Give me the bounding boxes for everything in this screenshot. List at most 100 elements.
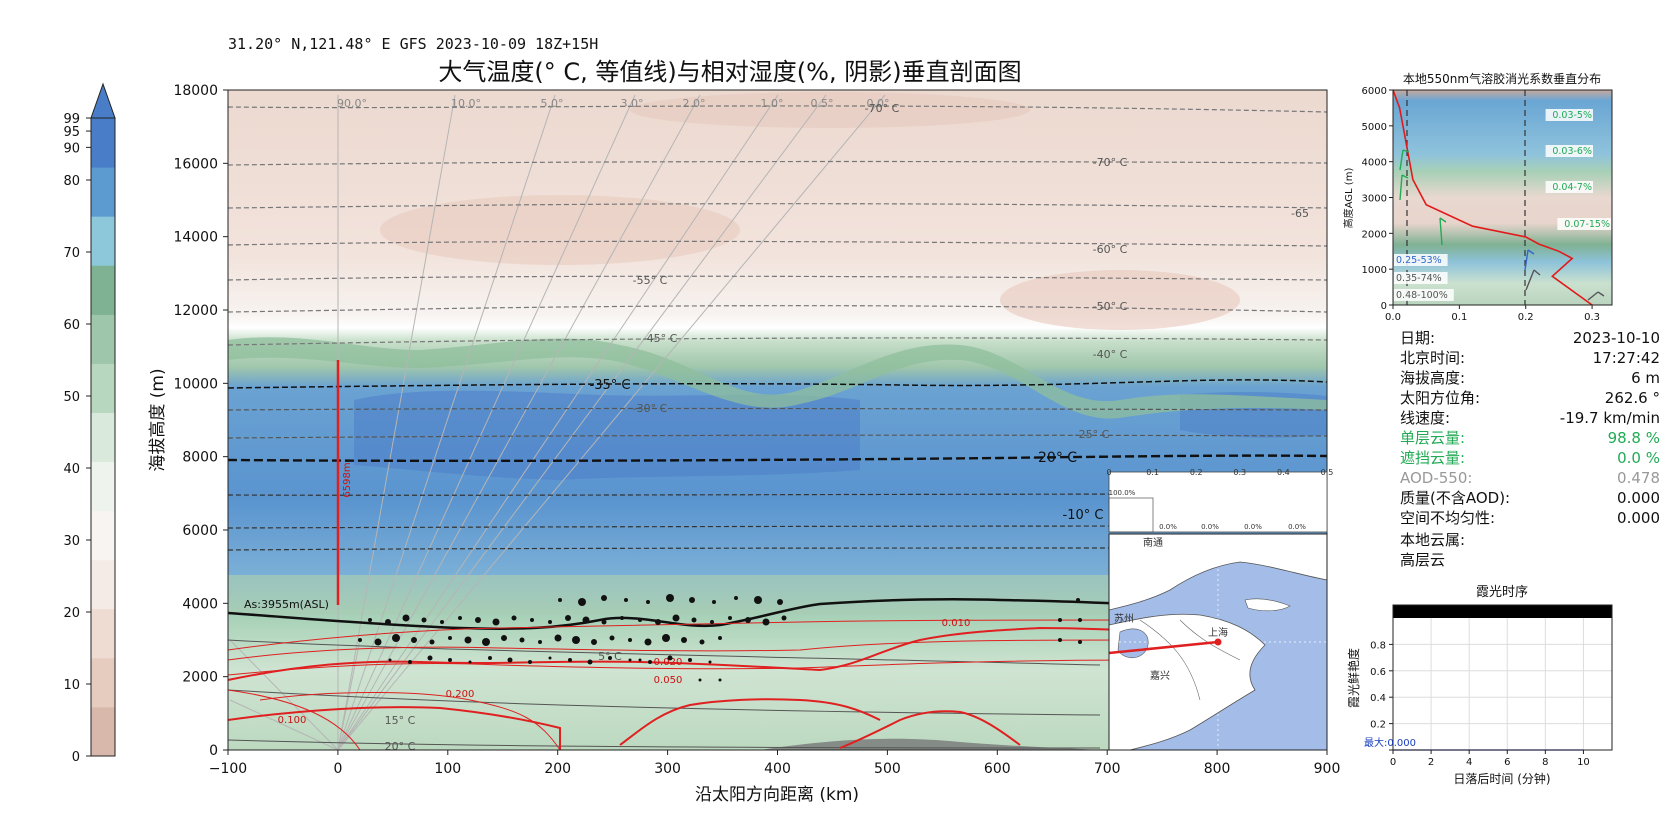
info-panel: 日期: 2023-10-10 北京时间: 17:27:42 海拔高度: 6 m 太阳方位角:… bbox=[1400, 328, 1680, 570]
cloud-dot bbox=[368, 618, 372, 622]
cloud-dot bbox=[681, 637, 687, 643]
colorbar-tick-label: 60 bbox=[63, 318, 80, 333]
y-axis-label: 海拔高度 (m) bbox=[148, 368, 168, 471]
cloud-dot bbox=[358, 638, 362, 642]
aerosol-layer-label: 0.04-7% bbox=[1552, 182, 1592, 193]
cloud-dot bbox=[781, 615, 787, 621]
colorbar-cell bbox=[91, 461, 115, 512]
inset-x-tick-label: 0.2 bbox=[1190, 468, 1203, 477]
isotherm-label: -20° C bbox=[1033, 450, 1077, 466]
colorbar-cell bbox=[91, 510, 115, 561]
cloud-dot bbox=[558, 598, 562, 602]
cloud-dot bbox=[601, 595, 607, 601]
aerosol-contour-label: 0.010 bbox=[942, 618, 971, 629]
y-tick-label: 6000 bbox=[182, 523, 218, 539]
info-row: 海拔高度: 6 m bbox=[1400, 368, 1680, 388]
cloud-dot bbox=[374, 638, 382, 646]
cloud-dot bbox=[511, 615, 517, 621]
colorbar-cell bbox=[91, 706, 115, 757]
glow-top-band bbox=[1393, 605, 1612, 618]
cloud-dot bbox=[710, 620, 714, 624]
aerosol-plot-background bbox=[1393, 90, 1612, 305]
elevation-angle-label: 10.0° bbox=[451, 97, 481, 110]
info-value: 262.6 ° bbox=[1604, 389, 1660, 407]
colorbar-tick-label: 20 bbox=[63, 606, 80, 621]
cloud-dot bbox=[644, 638, 652, 646]
map-grid bbox=[1109, 534, 1327, 750]
y-tick-label: 14000 bbox=[173, 230, 218, 246]
inset-x-tick-label: 0.5 bbox=[1321, 468, 1334, 477]
cloud-dot bbox=[745, 617, 751, 623]
cloud-dot bbox=[501, 635, 507, 641]
cloud-dot bbox=[568, 658, 572, 662]
y-tick-label: 8000 bbox=[182, 450, 218, 466]
cloud-dot bbox=[548, 656, 552, 660]
cloud-dot bbox=[448, 636, 452, 640]
cloud-genus-value: 高层云 bbox=[1400, 551, 1446, 569]
aerosol-y-tick-label: 0 bbox=[1381, 301, 1387, 312]
cloud-dot bbox=[620, 616, 624, 620]
isotherm-label: -70° C bbox=[865, 102, 900, 115]
cloud-dot bbox=[385, 619, 391, 625]
land-north bbox=[1108, 533, 1328, 611]
lake bbox=[1117, 628, 1149, 658]
cloud-dot bbox=[448, 658, 452, 662]
cloud-dot bbox=[587, 659, 593, 665]
isotherm-label: -60° C bbox=[1093, 243, 1128, 256]
info-value: 0.000 bbox=[1617, 489, 1660, 507]
cloud-dot bbox=[691, 617, 697, 623]
cloud-dot bbox=[712, 600, 716, 604]
cloud-dot bbox=[698, 678, 702, 682]
cloud-dot bbox=[468, 660, 472, 664]
aerosol-contour-label: 0.200 bbox=[446, 689, 475, 700]
map-frame bbox=[1108, 533, 1328, 751]
colorbar-tick-label: 10 bbox=[63, 678, 80, 693]
cloud-dot bbox=[429, 639, 435, 645]
x-tick-label: 300 bbox=[654, 761, 681, 777]
aerosol-contour-label: 0.100 bbox=[278, 715, 307, 726]
glow-y-label: 霞光鲜艳度 bbox=[1346, 648, 1361, 708]
colorbar-tick-label: 50 bbox=[63, 390, 80, 405]
cloud-dot bbox=[591, 639, 597, 645]
colorbar-tick-label: 80 bbox=[63, 174, 80, 189]
cloud-dot bbox=[572, 636, 580, 644]
cloud-dot bbox=[718, 636, 722, 640]
cloud-dot bbox=[538, 640, 542, 644]
cloud-dot bbox=[667, 655, 673, 661]
glow-x-tick-label: 10 bbox=[1577, 757, 1590, 768]
cloud-dot bbox=[458, 616, 462, 620]
cloud-dot bbox=[728, 616, 732, 620]
aerosol-layer-label-bg bbox=[1394, 289, 1454, 301]
glow-chart: 霞光时序 最大:0.000 0 2 4 6 8 10 0.2 0.4 0.6 0.8 日落后时间 … bbox=[1346, 585, 1613, 786]
cloud-dot bbox=[628, 658, 632, 662]
info-label: 质量(不含AOD): bbox=[1400, 489, 1511, 507]
sun-direction-line bbox=[1108, 640, 1219, 655]
glow-y-tick-label: 0.2 bbox=[1370, 720, 1386, 731]
colorbar-tick-label: 70 bbox=[63, 246, 80, 261]
cloud-dot bbox=[582, 616, 590, 624]
x-tick-label: 800 bbox=[1204, 761, 1231, 777]
y-tick-label: 10000 bbox=[173, 376, 218, 392]
cloud-dot bbox=[411, 637, 417, 643]
isotherm-label: -35° C bbox=[590, 378, 631, 393]
colorbar-cell bbox=[91, 559, 115, 610]
isotherm-minus25 bbox=[227, 434, 1328, 439]
colorbar-cell bbox=[91, 412, 115, 463]
info-label: AOD-550: bbox=[1400, 469, 1473, 487]
cloud-dot bbox=[1078, 618, 1082, 622]
rh-dry-region bbox=[380, 195, 740, 265]
colorbar-cell bbox=[91, 167, 115, 217]
cloud-dot bbox=[492, 618, 500, 626]
aerosol-layer-label-bg bbox=[1394, 272, 1448, 284]
aerosol-layer-label-bg bbox=[1557, 218, 1611, 230]
cloud-dot bbox=[482, 638, 490, 646]
isotherm-label: 15° C bbox=[385, 714, 416, 727]
info-row: 单层云量: 98.8 % bbox=[1400, 428, 1680, 448]
colorbar-cell bbox=[91, 118, 115, 168]
info-row: 线速度: -19.7 km/min bbox=[1400, 408, 1680, 428]
colorbar-cell bbox=[91, 265, 115, 315]
cloud-dot bbox=[1058, 618, 1062, 622]
info-value: 2023-10-10 bbox=[1572, 329, 1660, 347]
x-tick-label: 400 bbox=[764, 761, 791, 777]
inset-cloud-background bbox=[1109, 472, 1327, 532]
